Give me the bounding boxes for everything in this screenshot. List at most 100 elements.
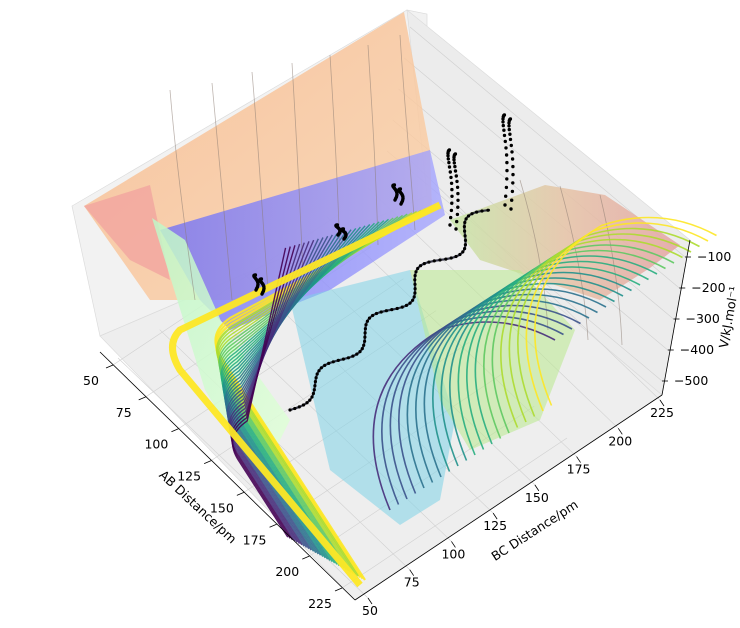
trajectory-point bbox=[319, 366, 323, 370]
trajectory-point bbox=[308, 398, 312, 402]
trajectory-point bbox=[462, 225, 466, 229]
y-axis-tick-labels: 50 75 100 125 150 175 200 225 bbox=[362, 405, 674, 618]
trajectory-point bbox=[509, 207, 513, 211]
trajectory-point bbox=[450, 201, 454, 205]
y-tick-mark bbox=[534, 484, 540, 492]
trajectory-point bbox=[364, 323, 368, 327]
trajectory-point bbox=[511, 181, 515, 185]
trajectory-point bbox=[363, 335, 367, 339]
y-tick-label: 75 bbox=[404, 575, 420, 590]
trajectory-point bbox=[452, 158, 456, 162]
x-axis-tick-labels: 50 75 100 125 150 175 200 225 bbox=[83, 373, 332, 611]
contour-line bbox=[216, 207, 427, 577]
trajectory-point bbox=[390, 308, 394, 312]
contour-line bbox=[225, 230, 347, 555]
trajectory-point bbox=[360, 347, 364, 351]
y-tick-label: 200 bbox=[608, 433, 632, 448]
contour-line bbox=[226, 233, 338, 552]
y-tick-mark bbox=[409, 569, 415, 576]
z-axis-line bbox=[661, 239, 691, 396]
contour-line bbox=[222, 222, 375, 563]
surface-right-ridge bbox=[450, 185, 680, 300]
trajectory-point bbox=[452, 155, 456, 159]
y-tick-label: 225 bbox=[650, 405, 674, 420]
x-axis-line bbox=[99, 351, 356, 601]
trajectory-point bbox=[503, 139, 507, 144]
trajectory-point bbox=[464, 217, 468, 221]
trajectory-point bbox=[502, 128, 506, 132]
trajectory-point bbox=[313, 384, 317, 388]
contour-line bbox=[219, 216, 399, 569]
trajectory-point bbox=[427, 260, 431, 264]
trajectory-point bbox=[327, 361, 331, 365]
surface-valley-blue bbox=[160, 150, 445, 330]
contour-line bbox=[222, 224, 371, 561]
trajectory-point bbox=[454, 174, 458, 178]
y-tick-mark bbox=[367, 597, 373, 605]
trajectory-point bbox=[454, 254, 458, 259]
x-tick-label: 100 bbox=[144, 437, 168, 452]
trajectory-point bbox=[452, 161, 456, 165]
trajectory-point bbox=[305, 401, 309, 405]
y-tick-label: 50 bbox=[362, 603, 378, 618]
trajectory-point bbox=[504, 185, 509, 190]
x-tick-label: 125 bbox=[177, 469, 201, 484]
x-tick-mark bbox=[236, 492, 245, 496]
trajectory-point bbox=[253, 273, 258, 277]
trajectory-point bbox=[455, 219, 459, 224]
trajectory-point bbox=[486, 208, 490, 212]
trajectory-point bbox=[455, 212, 460, 217]
x-tick-label: 225 bbox=[308, 596, 332, 611]
x-tick-label: 200 bbox=[275, 564, 299, 579]
y-tick-mark bbox=[617, 428, 623, 435]
trajectory-point bbox=[507, 124, 511, 128]
trajectory-point bbox=[413, 274, 417, 278]
x-tick-mark bbox=[203, 460, 212, 464]
y-tick-label: 100 bbox=[441, 546, 465, 561]
trajectory-point bbox=[502, 133, 507, 138]
trajectory-point bbox=[412, 295, 416, 299]
contour-line bbox=[225, 231, 343, 554]
contour-line bbox=[217, 212, 413, 573]
trajectory-point bbox=[508, 132, 512, 136]
y-tick-mark bbox=[451, 541, 456, 548]
x-tick-mark bbox=[334, 587, 343, 592]
trajectory-point bbox=[503, 203, 507, 207]
z-tick-label: −300 bbox=[686, 311, 720, 326]
trajectory-point bbox=[511, 164, 515, 169]
trajectory-point bbox=[510, 157, 515, 161]
contour-line bbox=[220, 218, 389, 567]
trajectory-point bbox=[404, 303, 409, 307]
trajectory-point bbox=[448, 223, 452, 227]
trajectory-point bbox=[379, 310, 383, 314]
trajectory-point bbox=[399, 202, 403, 206]
trajectory-point bbox=[416, 266, 420, 271]
trajectory-point bbox=[446, 157, 450, 161]
trajectory-point bbox=[480, 209, 484, 213]
trajectory-point bbox=[413, 278, 417, 282]
z-tick-label: −200 bbox=[691, 280, 725, 295]
trajectory-point bbox=[346, 356, 350, 360]
trajectory-point bbox=[317, 369, 321, 373]
trajectory-point bbox=[501, 120, 505, 124]
x-tick-mark bbox=[138, 396, 146, 401]
trajectory-point bbox=[448, 170, 452, 174]
trajectory-point bbox=[351, 354, 355, 358]
trajectory-point bbox=[502, 113, 507, 117]
trajectory-point bbox=[456, 198, 460, 202]
trajectory-point bbox=[463, 220, 467, 225]
trajectory-point bbox=[453, 169, 458, 173]
contour-line bbox=[221, 221, 380, 564]
trajectory-point bbox=[456, 191, 460, 196]
trajectory-point bbox=[447, 160, 451, 165]
trajectory-point bbox=[342, 237, 346, 241]
y-tick-label: 125 bbox=[483, 518, 507, 533]
contour-line bbox=[229, 241, 310, 544]
trajectory-point bbox=[450, 194, 454, 198]
x-tick-label: 150 bbox=[210, 500, 234, 515]
contour-line bbox=[232, 247, 289, 538]
trajectory-point bbox=[466, 214, 471, 218]
trajectory-point bbox=[447, 148, 452, 152]
trajectory-point bbox=[411, 298, 415, 302]
trajectory-point bbox=[508, 137, 513, 142]
